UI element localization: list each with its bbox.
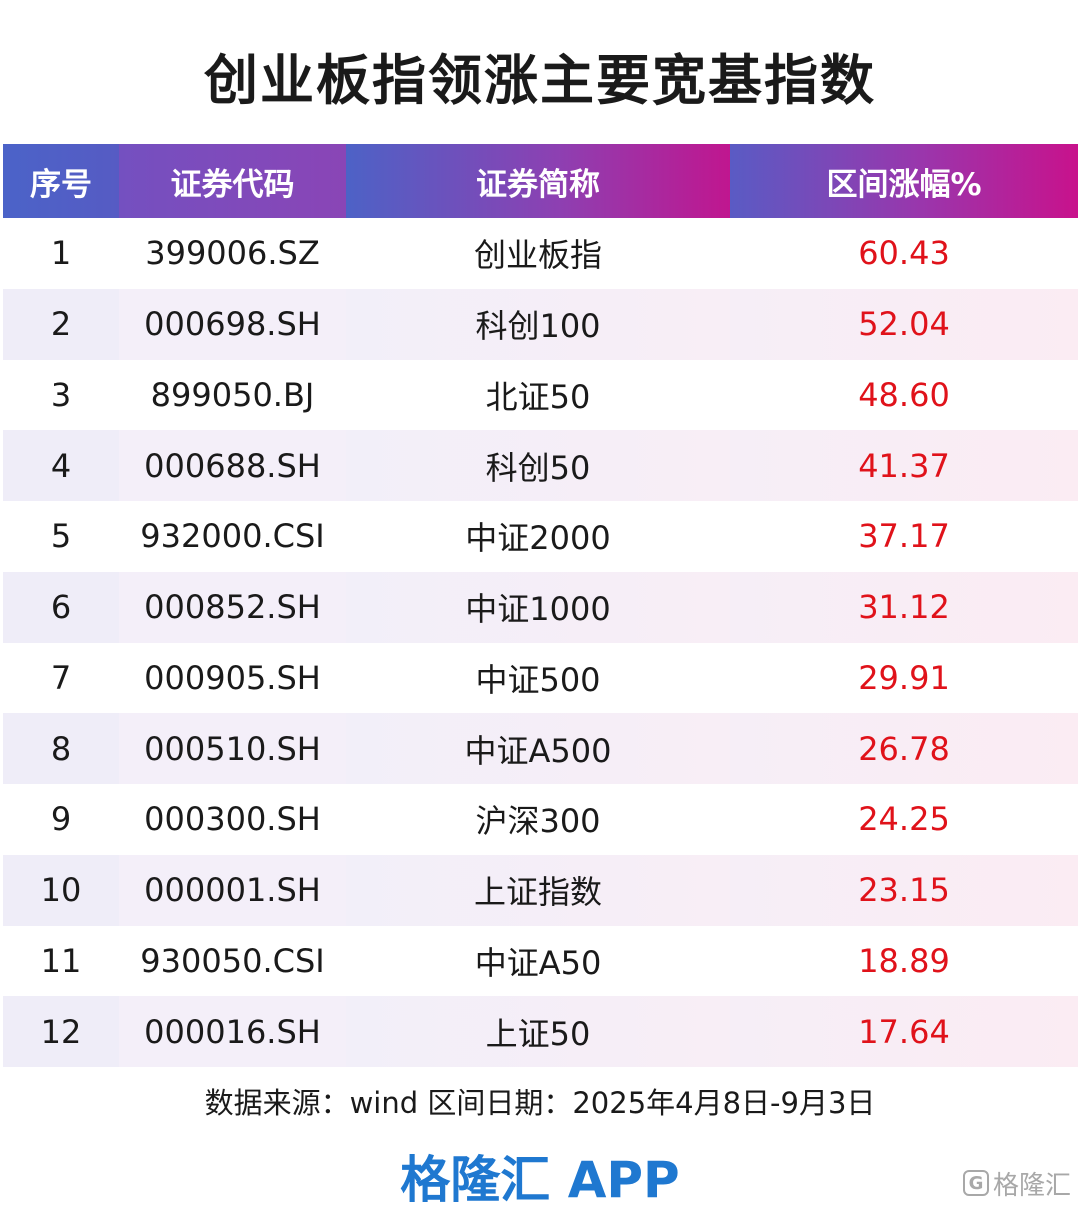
row-change: 18.89	[730, 925, 1078, 997]
row-name: 中证A500	[346, 713, 730, 784]
row-code: 000016.SH	[119, 996, 346, 1067]
table-header: 序号 证券代码 证券简称 区间涨幅%	[3, 144, 1078, 218]
row-rank: 11	[3, 925, 119, 997]
row-name: 创业板指	[346, 218, 730, 289]
table-body: 1 399006.SZ 创业板指 60.43 2 000698.SH 科创100 52.04 3…	[3, 218, 1078, 1067]
row-name: 北证50	[346, 359, 730, 431]
header-code: 证券代码	[119, 144, 346, 218]
table-row: 8 000510.SH 中证A500 26.78	[3, 713, 1078, 784]
table-row: 11 930050.CSI 中证A50 18.89	[3, 925, 1078, 997]
table-row: 10 000001.SH 上证指数 23.15	[3, 854, 1078, 926]
data-source-note: 数据来源：wind 区间日期：2025年4月8日-9月3日	[204, 1086, 876, 1120]
row-code: 932000.CSI	[119, 501, 346, 572]
table-row: 9 000300.SH 沪深300 24.25	[3, 784, 1078, 855]
row-rank: 8	[3, 713, 119, 784]
row-code: 000001.SH	[119, 854, 346, 926]
row-rank: 12	[3, 996, 119, 1067]
row-change: 23.15	[730, 854, 1078, 926]
row-change: 52.04	[730, 288, 1078, 360]
watermark: G 格隆汇	[963, 1163, 1071, 1203]
page-title: 创业板指领涨主要宽基指数	[204, 49, 876, 112]
row-name: 中证500	[346, 642, 730, 714]
row-name: 上证50	[346, 996, 730, 1067]
header-name: 证券简称	[346, 144, 730, 218]
table-row: 5 932000.CSI 中证2000 37.17	[3, 501, 1078, 572]
row-rank: 2	[3, 288, 119, 360]
row-code: 000688.SH	[119, 430, 346, 501]
row-code: 399006.SZ	[119, 218, 346, 289]
header-rank: 序号	[30, 166, 92, 203]
row-code: 000698.SH	[119, 288, 346, 360]
watermark-logo-icon: G	[963, 1170, 989, 1196]
row-name: 中证1000	[346, 571, 730, 643]
row-code: 000510.SH	[119, 713, 346, 784]
table-row: 2 000698.SH 科创100 52.04	[3, 288, 1078, 360]
row-change: 60.43	[730, 218, 1078, 289]
row-rank: 1	[3, 218, 119, 289]
row-name: 沪深300	[346, 784, 730, 855]
row-name: 中证2000	[346, 501, 730, 572]
row-code: 000905.SH	[119, 642, 346, 714]
row-rank: 6	[3, 571, 119, 643]
row-rank: 3	[3, 359, 119, 431]
index-table: 序号 证券代码 证券简称 区间涨幅% 1 399006.SZ 创业板指 60.43 2 0…	[3, 144, 1078, 1067]
table-row: 7 000905.SH 中证500 29.91	[3, 642, 1078, 714]
row-name: 科创100	[346, 288, 730, 360]
row-change: 17.64	[730, 996, 1078, 1067]
row-change: 37.17	[730, 501, 1078, 572]
row-rank: 7	[3, 642, 119, 714]
row-change: 41.37	[730, 430, 1078, 501]
header-change: 区间涨幅%	[730, 144, 1078, 218]
watermark-text: 格隆汇	[993, 1170, 1072, 1201]
row-name: 中证A50	[346, 925, 730, 997]
row-code: 000300.SH	[119, 784, 346, 855]
row-name: 上证指数	[346, 854, 730, 926]
row-rank: 5	[3, 501, 119, 572]
row-change: 24.25	[730, 784, 1078, 855]
row-rank: 4	[3, 430, 119, 501]
row-code: 930050.CSI	[119, 925, 346, 997]
table-row: 1 399006.SZ 创业板指 60.43	[3, 218, 1078, 289]
row-name: 科创50	[346, 430, 730, 501]
row-change: 31.12	[730, 571, 1078, 643]
table-row: 3 899050.BJ 北证50 48.60	[3, 359, 1078, 431]
row-rank: 9	[3, 784, 119, 855]
row-change: 48.60	[730, 359, 1078, 431]
row-rank: 10	[3, 854, 119, 926]
table-row: 12 000016.SH 上证50 17.64	[3, 996, 1078, 1067]
row-code: 000852.SH	[119, 571, 346, 643]
row-change: 26.78	[730, 713, 1078, 784]
row-change: 29.91	[730, 642, 1078, 714]
brand-logo-text: 格隆汇 APP	[400, 1151, 680, 1209]
row-code: 899050.BJ	[119, 359, 346, 431]
table-row: 6 000852.SH 中证1000 31.12	[3, 571, 1078, 643]
table-row: 4 000688.SH 科创50 41.37	[3, 430, 1078, 501]
